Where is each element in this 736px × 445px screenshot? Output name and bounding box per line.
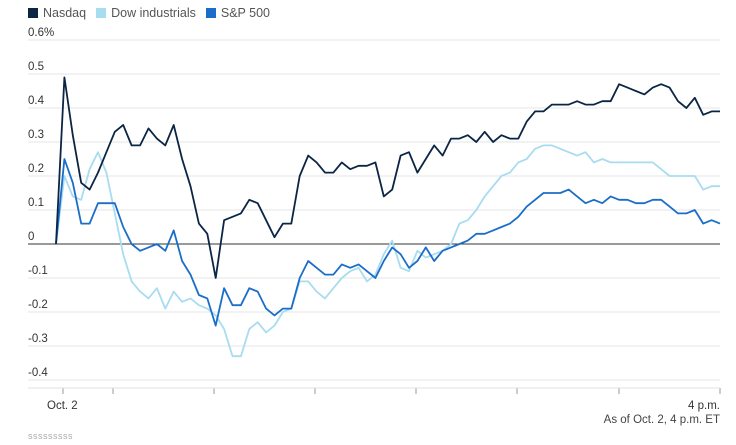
y-tick-label: -0.1 [28,265,48,277]
legend-swatch-dow [96,8,107,18]
series-line-dow-industrials [55,144,720,358]
y-tick-label: 0.6% [28,27,54,39]
legend-item-sp500[interactable]: S&P 500 [205,6,270,20]
y-tick-label: -0.4 [28,367,48,379]
credit-text: sssssssss [28,431,73,441]
y-tick-label: -0.2 [28,299,48,311]
y-tick-label: 0.3 [28,129,44,141]
y-tick-label: 0.5 [28,61,44,73]
legend-item-dow[interactable]: Dow industrials [96,6,196,20]
y-tick-label: 0.4 [28,95,45,107]
x-tick-label-end: 4 p.m. [688,400,720,412]
y-tick-label: 0 [28,231,34,243]
y-tick-label: -0.3 [28,333,48,345]
as-of-note: As of Oct. 2, 4 p.m. ET [603,414,720,426]
legend-label-dow: Dow industrials [111,6,196,20]
series-line-nasdaq [55,76,720,279]
x-tick-label-start: Oct. 2 [47,400,78,412]
y-tick-label: 0.1 [28,197,44,209]
legend-swatch-sp500 [205,8,216,18]
legend-item-nasdaq[interactable]: Nasdaq [28,6,86,20]
legend-swatch-nasdaq [28,8,38,18]
legend-label-sp500: S&P 500 [220,6,270,20]
y-tick-label: 0.2 [28,163,44,175]
legend: Nasdaq Dow industrials S&P 500 [28,5,280,21]
series-line-s-p-500 [55,158,721,327]
legend-label-nasdaq: Nasdaq [43,6,87,20]
